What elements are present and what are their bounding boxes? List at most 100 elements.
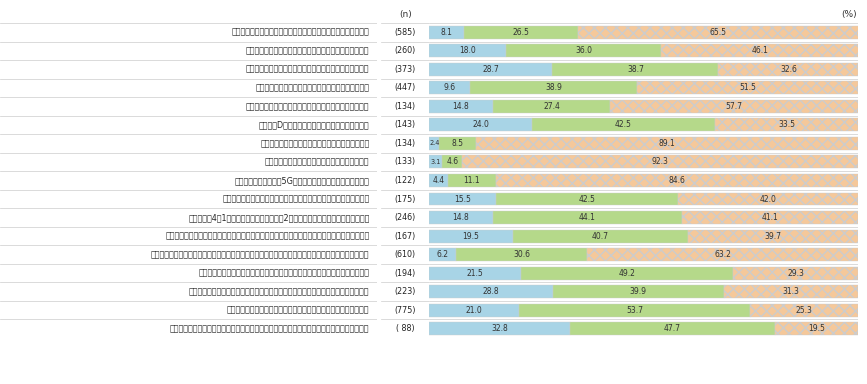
Text: ビタミンDは新型コロナウイルス予防に効果がある: ビタミンDは新型コロナウイルス予防に効果がある: [259, 121, 369, 129]
Bar: [429, 44, 506, 57]
Text: 29.3: 29.3: [787, 268, 804, 278]
Text: ニンニクを食べると新型コロナウイルス予防に効果がある: ニンニクを食べると新型コロナウイルス予防に効果がある: [246, 102, 369, 111]
Text: 47.7: 47.7: [664, 324, 681, 333]
Text: トイレットペーパーは中国産が多いため、新型コロナウイルスの影響でトイレットペーパーが不足する: トイレットペーパーは中国産が多いため、新型コロナウイルスの影響でトイレットペーパ…: [151, 250, 369, 259]
Text: 11.1: 11.1: [464, 176, 480, 185]
Text: 32.6: 32.6: [780, 65, 797, 74]
Text: 63.2: 63.2: [714, 250, 731, 259]
Text: 41.1: 41.1: [762, 213, 779, 222]
Text: 15.5: 15.5: [454, 195, 471, 204]
Text: (175): (175): [394, 195, 416, 204]
Bar: [519, 304, 750, 317]
Text: 6.2: 6.2: [436, 250, 448, 259]
Text: 42.5: 42.5: [615, 121, 632, 129]
Text: 新型コロナウイルスは5Gテクノロジーによって活性化される: 新型コロナウイルスは5Gテクノロジーによって活性化される: [235, 176, 369, 185]
Bar: [429, 137, 440, 150]
Bar: [429, 211, 492, 224]
Bar: [682, 211, 858, 224]
Bar: [429, 248, 456, 261]
Text: 84.6: 84.6: [668, 176, 686, 185]
Bar: [429, 322, 570, 335]
Text: 8.1: 8.1: [440, 28, 453, 37]
Text: (447): (447): [394, 83, 416, 93]
Text: 新型コロナウイルスは熱に弱く、お湯を飲むと予防に効果がある: 新型コロナウイルスは熱に弱く、お湯を飲むと予防に効果がある: [231, 28, 369, 37]
Bar: [464, 26, 577, 39]
Bar: [429, 285, 553, 298]
Bar: [429, 304, 519, 317]
Text: 24.0: 24.0: [473, 121, 489, 129]
Text: 36.0: 36.0: [575, 46, 592, 55]
Bar: [492, 211, 682, 224]
Text: (194): (194): [394, 268, 416, 278]
Bar: [587, 248, 858, 261]
Text: (246): (246): [394, 213, 416, 222]
Text: 花こう岩などの石はウイルスの分解に即効性がある: 花こう岩などの石はウイルスの分解に即効性がある: [260, 139, 369, 148]
Bar: [750, 304, 858, 317]
Bar: [714, 118, 858, 131]
Bar: [429, 156, 442, 169]
Text: 18.0: 18.0: [460, 46, 476, 55]
Bar: [637, 81, 858, 94]
Bar: [496, 174, 858, 187]
Bar: [429, 81, 471, 94]
Bar: [429, 118, 532, 131]
Bar: [429, 266, 521, 280]
Text: 日本政府が4月1日に緊急事態宣言を出し、2日にロックダウン（外出禁止）を行う: 日本政府が4月1日に緊急事態宣言を出し、2日にロックダウン（外出禁止）を行う: [188, 213, 369, 222]
Text: (167): (167): [394, 232, 416, 240]
Text: (133): (133): [394, 157, 416, 166]
Text: 26.5: 26.5: [512, 28, 529, 37]
Bar: [521, 266, 733, 280]
Bar: [440, 137, 476, 150]
Text: 92.3: 92.3: [652, 157, 668, 166]
Text: 40.7: 40.7: [591, 232, 609, 240]
Bar: [724, 285, 858, 298]
Text: 49.2: 49.2: [618, 268, 636, 278]
Text: (373): (373): [394, 65, 416, 74]
Text: (143): (143): [394, 121, 416, 129]
Bar: [476, 137, 858, 150]
Bar: [570, 322, 774, 335]
Text: 42.0: 42.0: [759, 195, 777, 204]
Text: (134): (134): [394, 139, 416, 148]
Text: 33.5: 33.5: [778, 121, 795, 129]
Text: (134): (134): [394, 102, 416, 111]
Text: 8.5: 8.5: [452, 139, 464, 148]
Text: 89.1: 89.1: [659, 139, 675, 148]
Text: (%): (%): [841, 10, 857, 19]
Bar: [774, 322, 858, 335]
Bar: [442, 156, 462, 169]
Text: 死体を燃やした時に発生する二酸化硫黄（亜硫酸ガス）の濃度が武漢周辺で大量に検出された: 死体を燃やした時に発生する二酸化硫黄（亜硫酸ガス）の濃度が武漢周辺で大量に検出さ…: [170, 324, 369, 333]
Text: 32.8: 32.8: [492, 324, 508, 333]
Bar: [532, 118, 714, 131]
Text: 38.7: 38.7: [627, 65, 644, 74]
Text: 46.1: 46.1: [752, 46, 768, 55]
Text: (585): (585): [394, 28, 416, 37]
Bar: [678, 192, 858, 205]
Text: 4.6: 4.6: [447, 157, 459, 166]
Bar: [456, 248, 587, 261]
Bar: [462, 156, 858, 169]
Text: 9.6: 9.6: [444, 83, 456, 93]
Text: 53.7: 53.7: [626, 306, 643, 314]
Text: 42.5: 42.5: [578, 195, 596, 204]
Text: 51.5: 51.5: [740, 83, 756, 93]
Text: 3.1: 3.1: [431, 159, 441, 165]
Text: 57.7: 57.7: [726, 102, 743, 111]
Bar: [661, 44, 858, 57]
Bar: [429, 26, 464, 39]
Text: (260): (260): [394, 46, 416, 55]
Bar: [688, 230, 858, 243]
Bar: [496, 192, 678, 205]
Text: (610): (610): [394, 250, 416, 259]
Text: (775): (775): [394, 306, 416, 314]
Bar: [471, 81, 637, 94]
Bar: [513, 230, 688, 243]
Bar: [719, 63, 858, 76]
Text: (223): (223): [394, 287, 416, 296]
Text: 39.7: 39.7: [764, 232, 781, 240]
Bar: [429, 100, 492, 113]
Text: 31.3: 31.3: [783, 287, 799, 296]
Text: 納豆を食べると新型コロナウイルス予防に効果がある: 納豆を食べると新型コロナウイルス予防に効果がある: [256, 83, 369, 93]
Text: 武漢からの発熱症状のある旅客が、関西国際空港の検疫検査を振り切って逃げた: 武漢からの発熱症状のある旅客が、関西国際空港の検疫検査を振り切って逃げた: [199, 268, 369, 278]
Text: 39.9: 39.9: [630, 287, 647, 296]
